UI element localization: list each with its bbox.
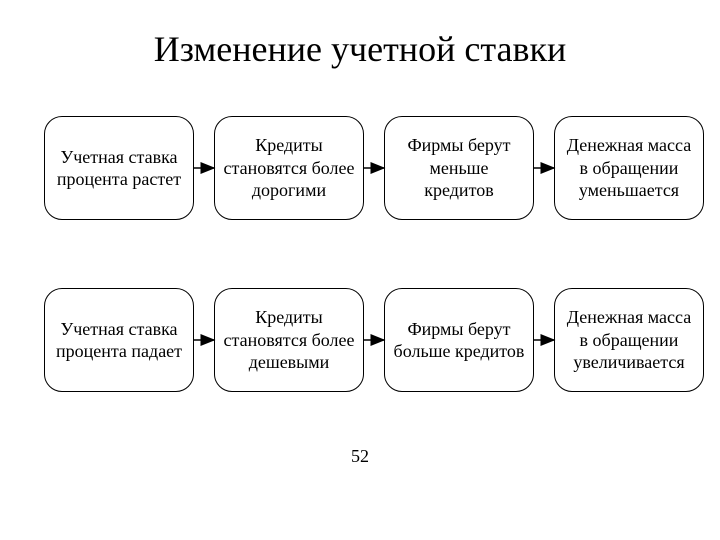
node-label: Учетная ставка процента падает xyxy=(53,318,185,363)
flow-node: Кредиты становятся более дешевыми xyxy=(214,288,364,392)
slide: Изменение учетной ставки Учетная ставка … xyxy=(0,0,720,540)
flow-node: Учетная ставка процента растет xyxy=(44,116,194,220)
flow-node: Фирмы берут больше кредитов xyxy=(384,288,534,392)
slide-title: Изменение учетной ставки xyxy=(0,28,720,70)
flow-node: Денежная масса в обращении увеличивается xyxy=(554,288,704,392)
flow-node: Денежная масса в обращении уменьшается xyxy=(554,116,704,220)
flow-node: Учетная ставка процента падает xyxy=(44,288,194,392)
page-number: 52 xyxy=(0,446,720,467)
node-label: Фирмы берут меньше кредитов xyxy=(393,134,525,202)
node-label: Фирмы берут больше кредитов xyxy=(393,318,525,363)
node-label: Кредиты становятся более дорогими xyxy=(223,134,355,202)
node-label: Денежная масса в обращении увеличивается xyxy=(563,306,695,374)
node-label: Кредиты становятся более дешевыми xyxy=(223,306,355,374)
node-label: Денежная масса в обращении уменьшается xyxy=(563,134,695,202)
flow-node: Кредиты становятся более дорогими xyxy=(214,116,364,220)
flow-node: Фирмы берут меньше кредитов xyxy=(384,116,534,220)
node-label: Учетная ставка процента растет xyxy=(53,146,185,191)
